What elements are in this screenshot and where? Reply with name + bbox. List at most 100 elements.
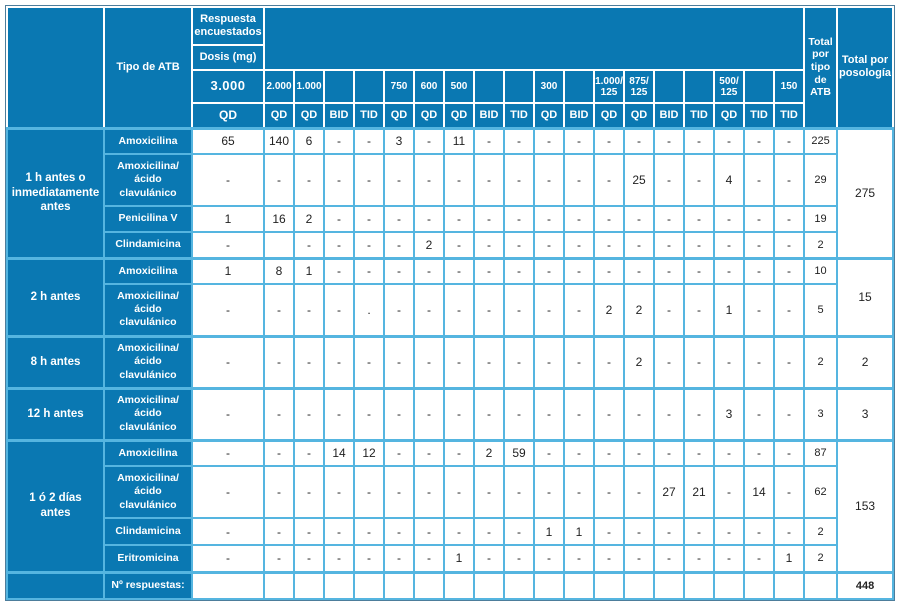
data-cell: -	[353, 126, 385, 155]
data-cell: -	[443, 231, 475, 259]
header-cell	[683, 69, 715, 104]
footer-empty-label-cell	[6, 570, 105, 600]
dose-header-row: 3.000 2.000 1.000 750 600 500 300 1.000/ 125 875…	[7, 69, 893, 104]
data-cell	[323, 570, 355, 600]
data-cell: -	[413, 465, 445, 519]
data-cell: -	[653, 231, 685, 259]
data-cell: -	[191, 438, 265, 467]
header-cell	[563, 69, 595, 104]
data-cell: -	[683, 334, 715, 389]
header-cell: QD	[623, 102, 655, 129]
data-cell: -	[563, 438, 595, 467]
data-cell: -	[443, 465, 475, 519]
row-total-cell: 5	[803, 283, 839, 337]
data-cell: -	[293, 334, 325, 389]
data-cell: 140	[263, 126, 295, 155]
data-cell: -	[653, 126, 685, 155]
data-cell: -	[353, 386, 385, 441]
data-cell: -	[683, 256, 715, 285]
data-cell: -	[191, 231, 265, 259]
data-cell: -	[191, 386, 265, 441]
data-cell: -	[683, 544, 715, 573]
data-row: 1 h antes o inmediatamente antes Amoxici…	[6, 126, 895, 259]
data-cell: -	[653, 386, 685, 441]
data-cell: -	[743, 386, 775, 441]
time-group-cell: 2 h antes	[6, 256, 105, 337]
data-cell: -	[623, 386, 655, 441]
data-cell: -	[413, 517, 445, 546]
data-cell: .	[353, 283, 385, 337]
group-total-cell: 153	[836, 438, 895, 573]
data-cell: -	[623, 438, 655, 467]
data-cell: -	[713, 465, 745, 519]
data-cell: -	[593, 256, 625, 285]
data-cell	[563, 570, 595, 600]
data-cell: -	[533, 205, 565, 233]
data-cell: -	[323, 231, 355, 259]
data-cell: -	[593, 126, 625, 155]
data-cell: -	[293, 153, 325, 207]
data-cell: 14	[323, 438, 355, 467]
data-cell: -	[533, 386, 565, 441]
header-cell: QD	[293, 102, 325, 129]
data-cell: -	[593, 334, 625, 389]
data-cell: -	[503, 126, 535, 155]
data-cell: -	[323, 283, 355, 337]
header-cell: QD	[443, 102, 475, 129]
header-cell: TID	[503, 102, 535, 129]
data-cell: -	[413, 256, 445, 285]
atb-cell: Amoxicilina/ ácido clavulánico	[103, 153, 193, 207]
data-cell: -	[473, 334, 505, 389]
data-cell: -	[772, 517, 806, 546]
data-cell: -	[383, 205, 415, 233]
header-cell	[353, 69, 385, 104]
data-cell: -	[323, 126, 355, 155]
data-cell: 12	[353, 438, 385, 467]
data-cell: -	[503, 517, 535, 546]
data-cell: -	[772, 153, 806, 207]
data-cell: -	[653, 256, 685, 285]
data-cell	[713, 570, 745, 600]
row-total-cell: 19	[803, 205, 839, 233]
group-total-cell: 2	[836, 334, 895, 389]
header-cell: 300	[533, 69, 565, 104]
data-cell	[623, 570, 655, 600]
data-cell: -	[623, 205, 655, 233]
data-cell: -	[743, 126, 775, 155]
header-cell: 150	[772, 69, 806, 104]
header-cell: BID	[323, 102, 355, 129]
data-cell: -	[473, 517, 505, 546]
data-cell: -	[323, 256, 355, 285]
data-cell: -	[353, 205, 385, 233]
data-cell: -	[653, 517, 685, 546]
data-cell: -	[593, 386, 625, 441]
data-cell: -	[593, 465, 625, 519]
data-row: 8 h antes Amoxicilina/ ácido clavulánico…	[6, 334, 895, 389]
row-total-cell: 62	[803, 465, 839, 519]
data-cell: -	[191, 334, 265, 389]
data-cell: 25	[623, 153, 655, 207]
data-cell: -	[743, 153, 775, 207]
data-cell: 2	[413, 231, 445, 259]
header-cell: QD	[191, 102, 265, 129]
group-total-cell: 15	[836, 256, 895, 337]
data-row: 12 h antes Amoxicilina/ ácido clavulánic…	[6, 386, 895, 441]
data-cell: -	[263, 465, 295, 519]
tipo-atb-header: Tipo de ATB	[103, 6, 193, 129]
data-cell: -	[383, 256, 415, 285]
data-cell: -	[503, 231, 535, 259]
data-cell: -	[353, 153, 385, 207]
data-cell: -	[772, 283, 806, 337]
data-cell: -	[713, 517, 745, 546]
data-cell: -	[353, 334, 385, 389]
data-cell: -	[563, 256, 595, 285]
posologia-header-row: QD QD QD BID TID QD QD QD BID TID QD BID QD QD BID TID Q…	[7, 102, 893, 129]
data-cell: -	[713, 256, 745, 285]
atb-cell: Clindamicina	[103, 231, 193, 259]
data-row: 1 ó 2 días antes Amoxicilina - - -14 12- - -2…	[6, 438, 895, 573]
data-cell: 11	[443, 126, 475, 155]
data-cell: -	[713, 438, 745, 467]
data-row: Penicilina V 1 16 2- - - - - - - - - - - - - - - -19	[7, 205, 893, 233]
data-cell: -	[503, 465, 535, 519]
